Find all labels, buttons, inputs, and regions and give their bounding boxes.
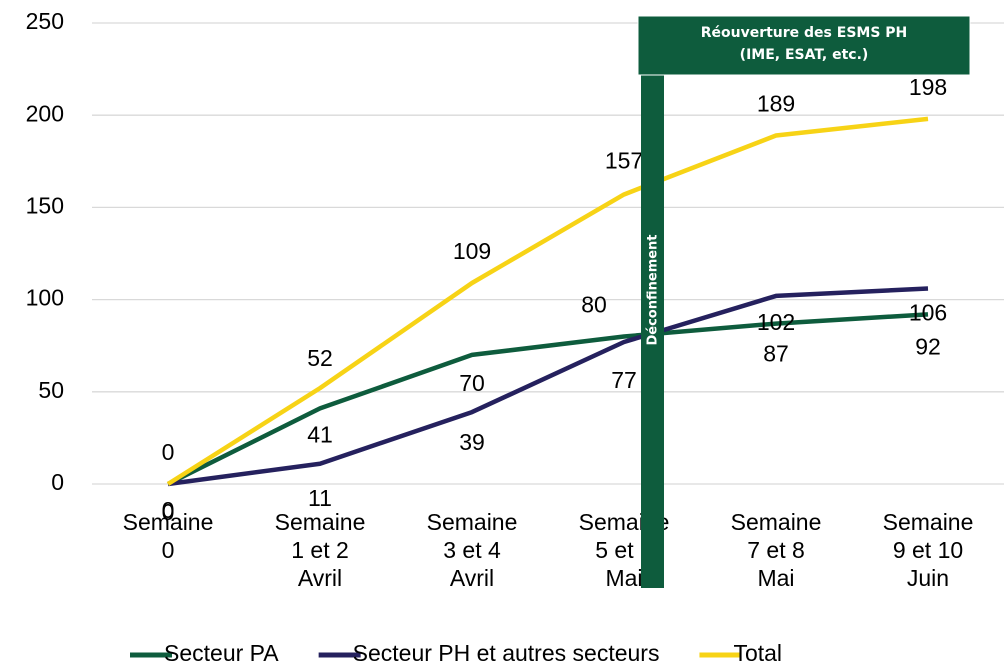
data-label: 189 bbox=[757, 91, 795, 117]
data-label: 92 bbox=[915, 333, 941, 359]
legend-label: Secteur PA bbox=[164, 640, 279, 666]
deconfinement-label: Déconfinement bbox=[646, 234, 661, 345]
y-tick-label: 150 bbox=[26, 192, 64, 218]
data-label: 0 bbox=[162, 497, 175, 523]
y-tick-label: 250 bbox=[26, 8, 64, 34]
x-tick-label: Semaine 9 et 10 Juin bbox=[883, 509, 974, 591]
data-label: 11 bbox=[308, 485, 332, 511]
data-label: 106 bbox=[909, 300, 947, 326]
grid: 0 50 100 150 200 250 Semaine 0 Semaine 1 et 2 Avri… bbox=[26, 8, 1004, 591]
data-label: 52 bbox=[307, 345, 333, 371]
data-label: 0 bbox=[162, 439, 175, 465]
data-label: 70 bbox=[459, 370, 485, 396]
series-line bbox=[166, 312, 929, 487]
data-label: 41 bbox=[307, 421, 333, 447]
x-tick-label: Semaine 0 bbox=[123, 509, 214, 563]
data-label: 80 bbox=[581, 292, 607, 318]
legend-label: Secteur PH et autres secteurs bbox=[353, 640, 660, 666]
y-tick-label: 100 bbox=[26, 285, 64, 311]
data-label: 198 bbox=[909, 74, 947, 100]
x-tick-label: Semaine 3 et 4 Avril bbox=[427, 509, 518, 591]
x-tick-label: Semaine 1 et 2 Avril bbox=[275, 509, 366, 591]
deconfinement-bar bbox=[641, 18, 664, 588]
legend-label: Total bbox=[733, 640, 782, 666]
data-label: 102 bbox=[757, 309, 795, 335]
data-label: 109 bbox=[453, 238, 491, 264]
series-line bbox=[167, 286, 929, 487]
data-label: 157 bbox=[605, 148, 643, 174]
reouverture-label: Réouverture des ESMS PH (IME, ESAT, etc.) bbox=[701, 25, 908, 63]
y-tick-label: 200 bbox=[26, 100, 64, 126]
data-label: 0 bbox=[162, 499, 175, 525]
y-tick-label: 0 bbox=[51, 469, 64, 495]
y-tick-label: 50 bbox=[38, 377, 64, 403]
series-line bbox=[166, 116, 929, 486]
data-label: 87 bbox=[763, 341, 789, 367]
reouverture-box bbox=[637, 15, 971, 76]
data-label: 77 bbox=[611, 367, 637, 393]
annotations: Déconfinement Réouverture des ESMS PH (IM… bbox=[637, 15, 971, 588]
data-label: 39 bbox=[459, 429, 485, 455]
x-tick-label: Semaine 7 et 8 Mai bbox=[731, 509, 822, 591]
